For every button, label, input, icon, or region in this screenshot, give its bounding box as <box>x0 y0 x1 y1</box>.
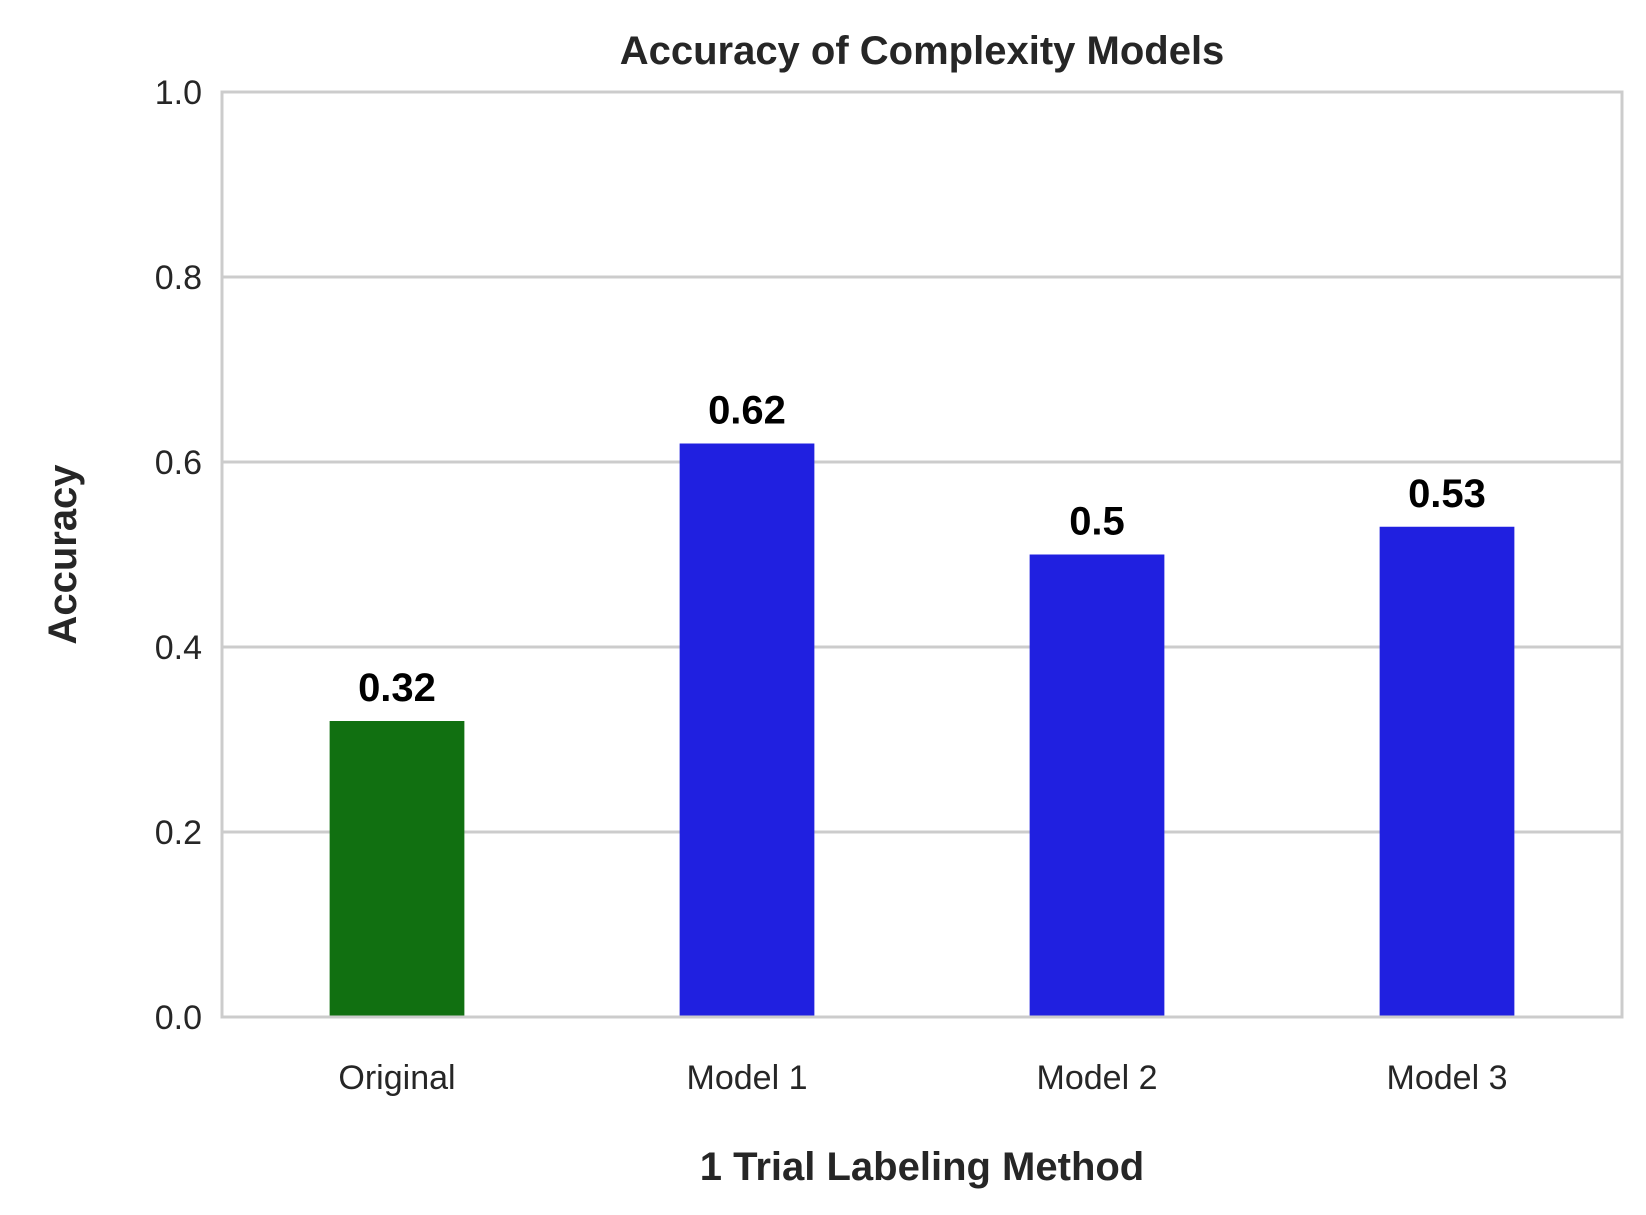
bars <box>329 443 1515 1017</box>
data-label: 0.62 <box>708 389 786 433</box>
bar <box>1029 554 1165 1017</box>
x-axis-label: 1 Trial Labeling Method <box>700 1145 1145 1189</box>
y-tick-label: 0.4 <box>155 629 202 667</box>
x-tick-label: Model 2 <box>1037 1059 1158 1097</box>
data-label: 0.32 <box>358 666 436 710</box>
data-labels: 0.32 0.62 0.5 0.53 <box>358 389 1486 711</box>
y-tick-label: 0.8 <box>155 259 202 297</box>
data-label: 0.5 <box>1069 500 1125 544</box>
bar <box>1379 526 1515 1017</box>
chart-title: Accuracy of Complexity Models <box>620 29 1225 73</box>
x-tick-labels: Original Model 1 Model 2 Model 3 <box>338 1059 1507 1097</box>
data-label: 0.53 <box>1408 472 1486 516</box>
x-tick-label: Model 1 <box>687 1059 808 1097</box>
plot-frame <box>220 90 1624 1019</box>
y-tick-label: 1.0 <box>155 74 202 112</box>
y-tick-label: 0.6 <box>155 444 202 482</box>
bar <box>329 721 465 1017</box>
x-tick-label: Original <box>338 1059 455 1097</box>
x-tick-label: Model 3 <box>1387 1059 1508 1097</box>
y-tick-label: 0.2 <box>155 814 202 852</box>
y-axis-label: Accuracy <box>41 464 85 645</box>
bar <box>679 443 815 1017</box>
y-tick-label: 0.0 <box>155 999 202 1037</box>
y-tick-labels: 0.0 0.2 0.4 0.6 0.8 1.0 <box>155 74 202 1037</box>
